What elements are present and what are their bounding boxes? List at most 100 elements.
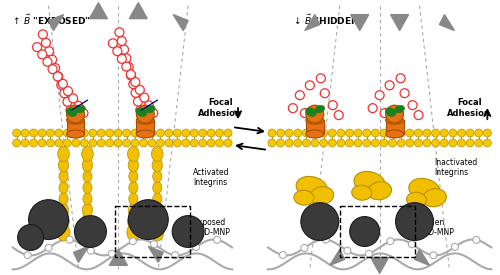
Circle shape [311,129,319,137]
Circle shape [55,129,63,137]
Circle shape [172,216,204,248]
Ellipse shape [66,108,76,116]
Circle shape [452,243,458,251]
Circle shape [42,38,50,47]
Circle shape [114,129,122,137]
Ellipse shape [58,158,68,172]
Circle shape [320,129,328,137]
Ellipse shape [76,105,86,113]
Polygon shape [48,15,64,31]
Circle shape [134,97,142,106]
Circle shape [68,94,78,103]
Circle shape [64,87,72,96]
Circle shape [28,200,68,240]
Circle shape [60,89,69,98]
Circle shape [88,247,94,254]
Circle shape [306,81,314,90]
Circle shape [458,129,466,137]
Circle shape [400,89,409,98]
Circle shape [354,129,362,137]
Ellipse shape [422,189,446,207]
Circle shape [182,129,190,137]
Circle shape [18,225,44,251]
Circle shape [190,129,198,137]
Circle shape [406,129,414,137]
Text: Focal
Adhesion: Focal Adhesion [448,98,492,118]
Circle shape [63,97,72,106]
Circle shape [45,244,52,251]
Circle shape [408,241,416,248]
Circle shape [423,139,431,147]
Circle shape [131,129,139,137]
Circle shape [32,43,42,52]
Circle shape [122,139,130,147]
Circle shape [316,74,326,83]
Circle shape [74,216,106,248]
Circle shape [216,129,224,137]
Ellipse shape [310,187,334,205]
Circle shape [397,129,405,137]
Polygon shape [173,15,188,31]
Circle shape [80,129,88,137]
Circle shape [414,129,422,137]
Circle shape [224,139,232,147]
Ellipse shape [296,176,328,199]
Circle shape [12,139,20,147]
Ellipse shape [152,193,162,205]
Ellipse shape [152,158,162,172]
Circle shape [362,129,370,137]
Circle shape [117,37,126,45]
Ellipse shape [128,146,139,161]
Ellipse shape [127,224,140,241]
Ellipse shape [152,203,162,217]
Circle shape [322,236,330,243]
Circle shape [311,139,319,147]
Circle shape [108,39,118,48]
Polygon shape [148,246,163,262]
Circle shape [430,252,437,259]
Ellipse shape [129,170,138,182]
Circle shape [385,81,394,90]
Ellipse shape [57,224,70,241]
Polygon shape [110,249,128,265]
Circle shape [337,129,345,137]
Circle shape [12,129,20,137]
Circle shape [466,129,474,137]
Ellipse shape [58,214,70,229]
Circle shape [328,101,338,110]
Circle shape [473,236,480,243]
Circle shape [296,91,304,100]
Circle shape [136,85,144,94]
Circle shape [131,88,140,97]
Ellipse shape [306,130,324,138]
Circle shape [106,139,114,147]
Circle shape [131,78,140,87]
Bar [66,120,84,134]
Circle shape [449,129,457,137]
Circle shape [198,129,206,137]
Ellipse shape [66,130,84,138]
Ellipse shape [386,130,404,138]
Circle shape [301,203,339,240]
Circle shape [386,105,404,123]
Polygon shape [90,3,108,19]
Circle shape [288,104,298,113]
Polygon shape [414,249,430,265]
Circle shape [207,129,215,137]
Circle shape [432,139,440,147]
Ellipse shape [315,105,324,113]
Circle shape [89,139,96,147]
Circle shape [118,54,126,63]
Polygon shape [330,249,344,265]
Ellipse shape [386,108,396,116]
Circle shape [148,129,156,137]
Circle shape [126,71,136,80]
Circle shape [216,139,224,147]
Circle shape [150,241,158,248]
Circle shape [108,250,116,257]
Circle shape [128,200,168,240]
Ellipse shape [152,214,163,229]
Polygon shape [74,246,88,262]
Circle shape [484,139,492,147]
Circle shape [148,139,156,147]
